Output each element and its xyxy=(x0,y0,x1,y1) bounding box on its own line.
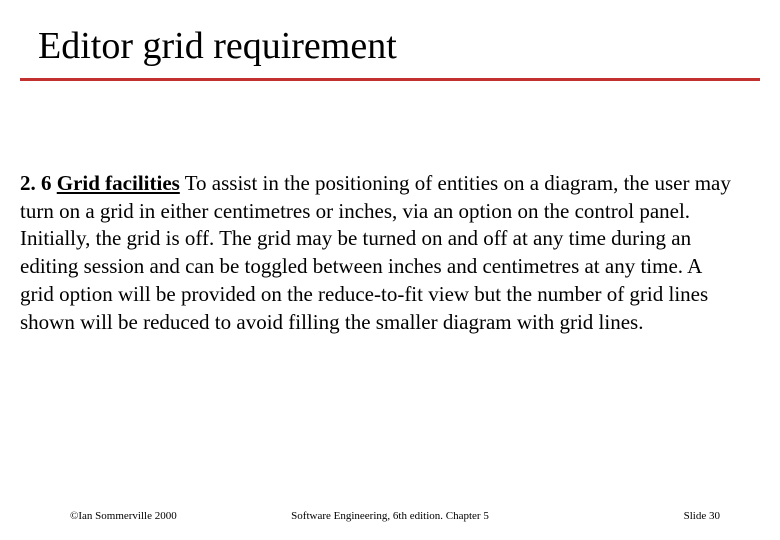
footer-right-label: Slide xyxy=(684,510,709,522)
slide-title: Editor grid requirement xyxy=(38,24,397,68)
section-text: To assist in the positioning of entities… xyxy=(20,171,731,334)
title-underline-rule xyxy=(20,78,760,81)
slide: Editor grid requirement 2. 6 Grid facili… xyxy=(0,0,780,540)
section-heading: Grid facilities xyxy=(57,171,180,195)
footer-slide-number: 30 xyxy=(709,510,720,522)
footer-right: Slide 30 xyxy=(684,510,720,522)
section-number: 2. 6 xyxy=(20,171,52,195)
body-paragraph: 2. 6 Grid facilities To assist in the po… xyxy=(20,170,740,336)
footer-left: ©Ian Sommerville 2000 xyxy=(70,510,177,522)
